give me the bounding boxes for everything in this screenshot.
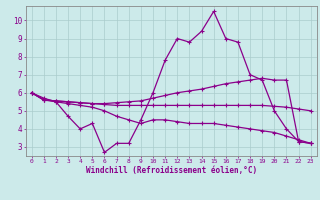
X-axis label: Windchill (Refroidissement éolien,°C): Windchill (Refroidissement éolien,°C) (86, 166, 257, 175)
